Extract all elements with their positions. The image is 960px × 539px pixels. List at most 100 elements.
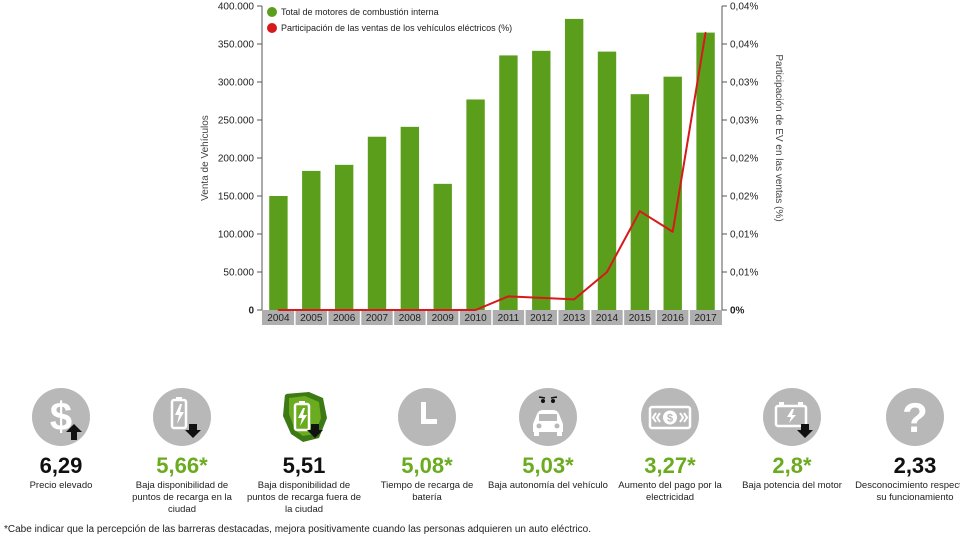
- bar: [663, 76, 682, 311]
- y2-tick-label: 0,03%: [730, 116, 758, 127]
- ev-share-point: [704, 31, 707, 34]
- barrier-label: Baja disponibilidad de puntos de recarga…: [132, 480, 232, 515]
- y-tick-label: 200.000: [218, 154, 255, 165]
- legend-label: Participación de las ventas de los vehíc…: [281, 23, 512, 33]
- bar: [466, 99, 485, 310]
- barrier-label: Precio elevado: [29, 480, 93, 491]
- legend-label: Total de motores de combustión interna: [281, 7, 439, 17]
- svg-text:$: $: [667, 413, 673, 425]
- x-tick-label: 2011: [498, 313, 520, 324]
- y2-tick-label: 0,04%: [730, 40, 758, 51]
- barrier-score: 2,33: [893, 453, 937, 478]
- y2-tick-label: 0%: [730, 306, 745, 317]
- barrier-label: Baja disponibilidad de puntos de recarga…: [246, 480, 362, 515]
- map-battery-down-icon: [275, 388, 333, 446]
- y2-tick-label: 0,01%: [730, 230, 758, 241]
- svg-text:$: $: [50, 395, 72, 439]
- x-tick-label: 2008: [399, 313, 422, 324]
- ev-share-point: [343, 309, 345, 311]
- y2-tick-label: 0,04%: [730, 2, 758, 13]
- x-tick-label: 2004: [267, 313, 290, 324]
- ev-share-point: [606, 271, 608, 273]
- x-tick-label: 2013: [563, 313, 586, 324]
- x-tick-label: 2012: [530, 313, 553, 324]
- barrier-score: 5,51: [282, 453, 326, 478]
- barrier-item: 5,03* Baja autonomía del vehículo: [487, 388, 609, 492]
- y-tick-label: 50.000: [223, 268, 254, 279]
- bar: [269, 196, 288, 310]
- banknote-icon: $: [641, 388, 699, 446]
- x-tick-label: 2007: [366, 313, 389, 324]
- ev-share-point: [310, 309, 313, 311]
- dollar-up-icon: $: [32, 388, 90, 446]
- y-tick-label: 150.000: [218, 192, 255, 203]
- barrier-label: Baja autonomía del vehículo: [488, 480, 608, 491]
- ev-share-line: [278, 32, 707, 311]
- y-tick-label: 400.000: [218, 2, 255, 13]
- bar: [334, 164, 354, 310]
- y-tick-label: 0: [248, 306, 254, 317]
- barrier-score: 5,08*: [401, 453, 453, 478]
- car-battery-down-icon: [763, 388, 821, 446]
- y2-tick-label: 0,02%: [730, 192, 758, 203]
- bar: [367, 136, 387, 310]
- barrier-score: 5,03*: [522, 453, 574, 478]
- barrier-label: Baja potencia del motor: [742, 480, 842, 491]
- bar: [630, 94, 650, 310]
- ev-share-point: [507, 295, 510, 298]
- barrier-item: 2,8* Baja potencia del motor: [731, 388, 853, 492]
- ev-share-point: [474, 309, 477, 311]
- battery-charge-down-icon: [153, 388, 211, 446]
- barrier-item: $ 6,29 Precio elevado: [0, 388, 122, 492]
- question-icon: ?: [886, 388, 944, 446]
- barrier-label: Desconocimiento respecto a su funcionami…: [855, 480, 960, 503]
- y-tick-label: 300.000: [218, 78, 255, 89]
- ev-share-point: [277, 309, 280, 311]
- y2-tick-label: 0,01%: [730, 268, 758, 279]
- ev-share-point: [573, 298, 575, 301]
- footnote: *Cabe indicar que la percepción de las b…: [4, 524, 592, 535]
- bar: [400, 126, 420, 310]
- x-tick-label: 2017: [694, 313, 717, 324]
- y-tick-label: 100.000: [218, 230, 255, 241]
- x-tick-label: 2014: [596, 313, 619, 324]
- barrier-score: 2,8*: [772, 453, 812, 478]
- svg-text:?: ?: [902, 394, 928, 441]
- y-tick-label: 350.000: [218, 40, 255, 51]
- ev-share-point: [540, 297, 543, 299]
- bar: [597, 51, 617, 310]
- bar: [564, 18, 584, 310]
- legend-swatch: [267, 23, 277, 33]
- clock-icon: [398, 388, 456, 446]
- x-tick-label: 2010: [464, 313, 487, 324]
- y-tick-label: 250.000: [218, 116, 255, 127]
- y2-tick-label: 0,02%: [730, 154, 758, 165]
- bar: [302, 170, 321, 310]
- barrier-label: Aumento del pago por la electricidad: [618, 480, 722, 503]
- barrier-item: $ 3,27* Aumento del pago por la electrici…: [609, 388, 731, 504]
- bar: [696, 32, 715, 310]
- x-tick-label: 2006: [333, 313, 356, 324]
- car-worried-icon: [519, 388, 577, 446]
- barrier-item: 5,66* Baja disponibilidad de puntos de re…: [121, 388, 243, 516]
- y-axis-title: Venta de Vehículos: [200, 115, 211, 201]
- y2-axis-title: Participación de EV en las ventas (%): [773, 54, 784, 221]
- ev-share-point: [639, 210, 641, 212]
- barrier-label: Tiempo de recarga de batería: [380, 480, 474, 503]
- ev-share-point: [409, 309, 411, 311]
- barrier-score: 3,27*: [644, 453, 696, 478]
- ev-share-point: [671, 230, 674, 233]
- x-tick-label: 2005: [300, 313, 323, 324]
- bar: [499, 55, 518, 311]
- ev-share-point: [376, 309, 378, 311]
- x-tick-label: 2015: [629, 313, 652, 324]
- x-tick-label: 2016: [662, 313, 685, 324]
- y2-tick-label: 0,03%: [730, 78, 758, 89]
- barriers-row: $ 6,29 Precio elevado 5,66* Baja disponibi…: [0, 388, 960, 518]
- barrier-score: 5,66*: [156, 453, 208, 478]
- barrier-score: 6,29: [39, 453, 83, 478]
- x-tick-label: 2009: [432, 313, 455, 324]
- bar: [532, 50, 551, 311]
- bar: [433, 183, 452, 310]
